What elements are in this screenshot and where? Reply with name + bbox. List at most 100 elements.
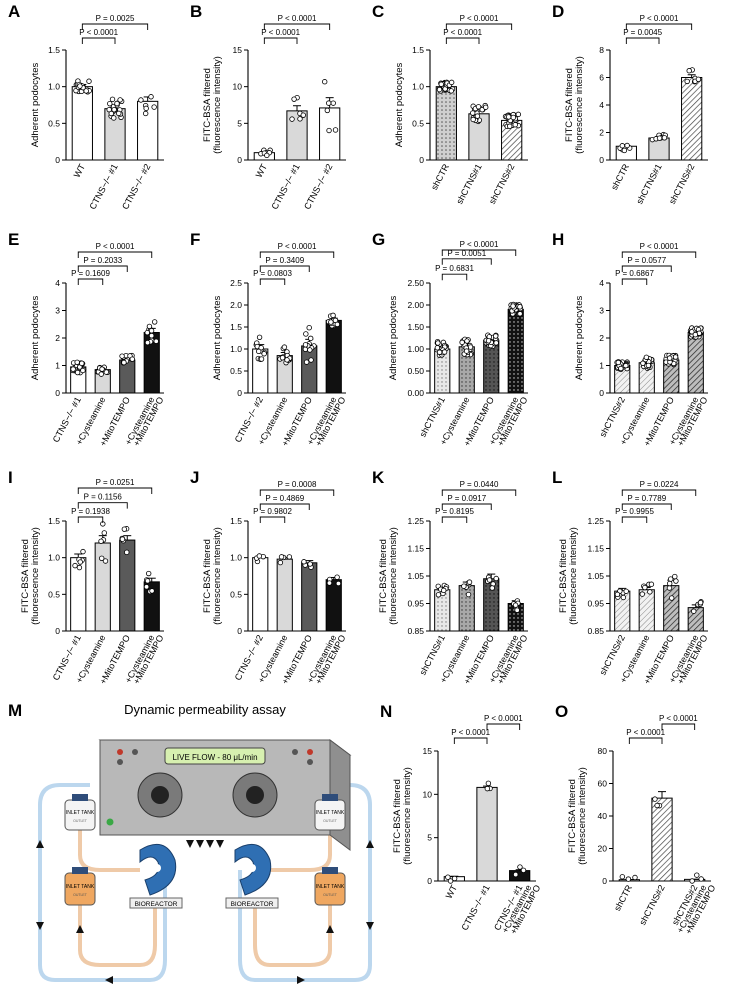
y-tick-label: 5: [427, 833, 432, 843]
data-point: [667, 580, 673, 587]
y-tick-label: 1.5: [412, 45, 424, 55]
y-tick-label: 0: [237, 388, 242, 398]
y-tick-label: 0: [55, 155, 60, 165]
svg-text:BIOREACTOR: BIOREACTOR: [135, 901, 178, 908]
data-point: [138, 97, 144, 103]
tubing-inner: [78, 830, 332, 967]
y-axis-label: FITC-BSA filtered: [567, 779, 578, 853]
bar: [301, 345, 318, 394]
data-point: [144, 578, 151, 584]
y-tick-label: 2: [599, 128, 604, 138]
significance-bracket: [77, 487, 153, 494]
indicator-light: [132, 749, 138, 755]
panel-letter-g: G: [372, 230, 385, 249]
data-point: [656, 135, 663, 141]
y-tick-label: 1.00: [407, 344, 424, 354]
data-point: [308, 357, 314, 363]
bar: [509, 870, 531, 882]
y-tick-label: 1.15: [587, 544, 604, 554]
data-point: [335, 580, 342, 587]
significance-bracket: [621, 503, 672, 510]
y-tick-label: 10: [423, 789, 433, 799]
data-point: [517, 304, 523, 310]
p-value-label: P = 0.0251: [96, 478, 135, 487]
chart-b: B 0 5 10 15 FITC-BSA filtered (fluorescence in…: [190, 2, 346, 211]
bar: [325, 319, 342, 394]
data-point: [448, 88, 454, 94]
panel-letter-j: J: [190, 468, 199, 487]
indicator-light: [117, 759, 123, 765]
significance-bracket: [77, 516, 104, 523]
bar: [651, 797, 673, 882]
data-point: [645, 362, 652, 369]
x-tick-label: CTNS−/− #2: [302, 162, 334, 211]
data-point: [666, 355, 673, 361]
data-point: [303, 331, 309, 337]
data-point: [470, 110, 476, 116]
data-point: [485, 780, 492, 787]
data-point: [619, 143, 626, 149]
data-point: [467, 344, 474, 350]
y-axis-label: (fluorescence intensity): [212, 56, 223, 154]
p-value-label: P = 0.1156: [84, 493, 123, 502]
y-axis-label: (fluorescence intensity): [402, 767, 413, 865]
significance-bracket: [441, 249, 517, 256]
data-point: [146, 323, 153, 330]
p-value-label: P = 0.0045: [623, 28, 662, 37]
significance-bracket: [441, 489, 517, 496]
y-axis-label: (fluorescence intensity): [568, 527, 579, 625]
significance-bracket: [81, 37, 116, 44]
data-point: [330, 312, 336, 319]
data-point: [286, 554, 293, 560]
p-value-label: P = 0.6831: [435, 264, 474, 273]
data-point: [80, 548, 86, 555]
chart-k: K 0.85 0.95 1.05 1.15 1.25 FITC-BSA filtered (f…: [372, 468, 530, 686]
data-point: [148, 94, 154, 100]
chart-g: G 0.00 0.50 1.00 1.50 2.00 2.50 Adherent podocy…: [372, 230, 530, 448]
y-axis-label: FITC-BSA filtered: [202, 539, 213, 613]
svg-text:BIOREACTOR: BIOREACTOR: [231, 901, 274, 908]
y-axis-label: (fluorescence intensity): [577, 767, 588, 865]
data-point: [307, 347, 313, 353]
significance-bracket: [259, 278, 286, 285]
x-tick-label: WT: [254, 162, 270, 179]
data-point: [256, 334, 263, 340]
svg-text:INLET TANK: INLET TANK: [316, 884, 345, 890]
data-point: [694, 872, 700, 878]
significance-bracket: [263, 37, 298, 44]
data-point: [291, 96, 297, 102]
data-point: [297, 116, 303, 122]
significance-bracket: [77, 265, 128, 272]
y-tick-label: 0.5: [48, 589, 60, 599]
svg-text:INLET TANK: INLET TANK: [66, 884, 95, 890]
data-point: [302, 342, 309, 348]
y-axis-label: FITC-BSA filtered: [564, 68, 575, 142]
data-point: [142, 110, 149, 117]
data-point: [668, 595, 675, 601]
significance-bracket: [445, 23, 513, 30]
y-tick-label: 0.85: [407, 626, 424, 636]
data-point: [151, 319, 158, 325]
y-axis-label: Adherent podocytes: [30, 296, 41, 381]
significance-bracket: [453, 737, 488, 744]
significance-bracket: [441, 516, 468, 523]
data-point: [512, 871, 519, 878]
data-point: [74, 359, 80, 365]
data-point: [307, 561, 313, 567]
y-tick-label: 2: [55, 333, 60, 343]
y-tick-label: 8: [599, 45, 604, 55]
data-point: [620, 594, 627, 601]
p-value-label: P = 0.0577: [627, 256, 666, 265]
data-point: [256, 348, 262, 355]
x-tick-label: shCTNS#2: [487, 162, 516, 206]
y-tick-label: 2.0: [230, 300, 242, 310]
y-tick-label: 60: [598, 779, 608, 789]
data-point: [321, 79, 328, 85]
data-point: [618, 365, 624, 372]
data-point: [697, 600, 704, 606]
p-value-label: P < 0.0001: [261, 28, 300, 37]
data-point: [625, 876, 632, 882]
y-tick-label: 1.05: [407, 571, 424, 581]
data-point: [326, 580, 333, 586]
data-point: [121, 359, 127, 366]
